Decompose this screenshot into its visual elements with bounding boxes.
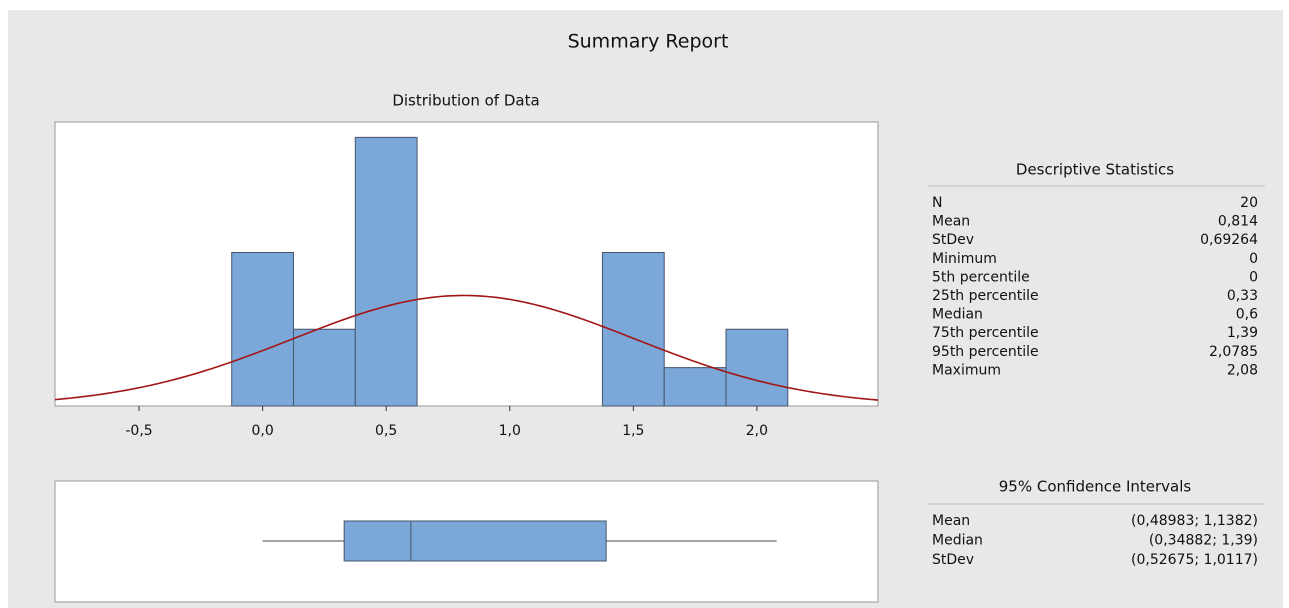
row-value: 0,33 bbox=[1227, 288, 1258, 304]
x-tick-label: 0,5 bbox=[375, 423, 397, 439]
row-label: Mean bbox=[932, 214, 970, 230]
x-tick-label: 2,0 bbox=[746, 423, 768, 439]
box bbox=[343, 520, 607, 562]
row-label: Minimum bbox=[932, 251, 997, 267]
row-label: N bbox=[932, 195, 942, 211]
row-value: 0 bbox=[1249, 251, 1258, 267]
row-value: 1,39 bbox=[1227, 325, 1258, 341]
row-value: (0,34882; 1,39) bbox=[1149, 533, 1258, 549]
row-label: 25th percentile bbox=[932, 288, 1039, 304]
x-tick-label: -0,5 bbox=[125, 423, 152, 439]
row-value: 20 bbox=[1240, 195, 1258, 211]
bar bbox=[231, 251, 294, 407]
row-label: Mean bbox=[932, 513, 970, 529]
row-value: 0,6 bbox=[1236, 307, 1258, 323]
row-label: 95th percentile bbox=[932, 344, 1039, 360]
row-label: 75th percentile bbox=[932, 325, 1039, 341]
bar bbox=[354, 136, 418, 407]
row-value: 0 bbox=[1249, 269, 1258, 285]
row-value: 2,0785 bbox=[1209, 344, 1258, 360]
report-title: Summary Report bbox=[568, 31, 729, 53]
chart-title: Distribution of Data bbox=[392, 92, 539, 110]
row-label: Median bbox=[932, 533, 983, 549]
x-tick-label: 1,0 bbox=[499, 423, 521, 439]
bar bbox=[601, 251, 665, 407]
normal-curve bbox=[54, 294, 879, 401]
row-label: StDev bbox=[932, 232, 974, 248]
bar bbox=[725, 328, 789, 407]
row-label: Median bbox=[932, 307, 983, 323]
row-value: 0,69264 bbox=[1200, 232, 1258, 248]
row-value: 2,08 bbox=[1227, 362, 1258, 378]
row-label: 5th percentile bbox=[932, 269, 1030, 285]
row-value: (0,48983; 1,1382) bbox=[1131, 513, 1258, 529]
x-tick-label: 1,5 bbox=[622, 423, 644, 439]
row-label: StDev bbox=[932, 552, 974, 568]
table-title: Descriptive Statistics bbox=[1016, 161, 1174, 179]
row-label: Maximum bbox=[932, 362, 1001, 378]
row-value: 0,814 bbox=[1218, 214, 1258, 230]
x-tick-label: 0,0 bbox=[251, 423, 273, 439]
row-value: (0,52675; 1,0117) bbox=[1131, 552, 1258, 568]
table-title: 95% Confidence Intervals bbox=[999, 478, 1192, 496]
bar bbox=[663, 367, 727, 407]
bar bbox=[292, 328, 356, 407]
